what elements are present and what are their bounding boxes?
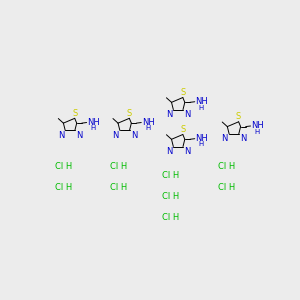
Text: S: S (180, 125, 185, 134)
Text: N: N (166, 147, 172, 156)
Text: S: S (72, 109, 77, 118)
Text: NH: NH (87, 118, 100, 127)
Text: H: H (198, 104, 204, 110)
Text: NH: NH (142, 118, 155, 127)
Text: Cl H: Cl H (162, 192, 179, 201)
Text: Cl H: Cl H (162, 171, 179, 180)
Text: N: N (76, 131, 83, 140)
Text: NH: NH (251, 121, 264, 130)
Text: H: H (145, 125, 150, 131)
Text: S: S (127, 109, 132, 118)
Text: H: H (254, 129, 260, 135)
Text: N: N (112, 131, 119, 140)
Text: Cl H: Cl H (55, 183, 72, 192)
Text: N: N (166, 110, 172, 119)
Text: Cl H: Cl H (110, 162, 127, 171)
Text: N: N (131, 131, 137, 140)
Text: Cl H: Cl H (218, 183, 235, 192)
Text: Cl H: Cl H (110, 183, 127, 192)
Text: N: N (184, 147, 190, 156)
Text: N: N (222, 134, 228, 143)
Text: Cl H: Cl H (218, 162, 235, 171)
Text: Cl H: Cl H (162, 213, 179, 222)
Text: S: S (236, 112, 241, 121)
Text: H: H (90, 125, 96, 131)
Text: S: S (180, 88, 185, 97)
Text: N: N (240, 134, 246, 143)
Text: H: H (198, 142, 204, 148)
Text: N: N (184, 110, 190, 119)
Text: Cl H: Cl H (55, 162, 72, 171)
Text: NH: NH (195, 134, 208, 143)
Text: N: N (58, 131, 64, 140)
Text: NH: NH (195, 97, 208, 106)
